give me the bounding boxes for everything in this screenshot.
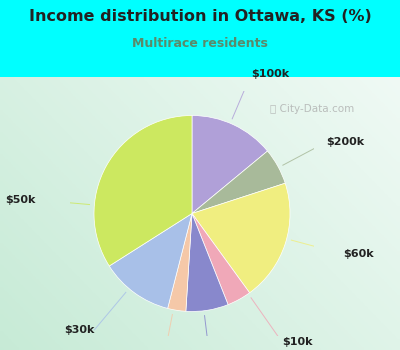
Text: $10k: $10k: [282, 337, 312, 347]
Text: Multirace residents: Multirace residents: [132, 37, 268, 50]
Wedge shape: [192, 183, 290, 293]
Wedge shape: [186, 214, 228, 312]
Wedge shape: [192, 214, 250, 304]
Wedge shape: [109, 214, 192, 308]
Text: $30k: $30k: [64, 325, 94, 335]
Text: $50k: $50k: [6, 195, 36, 205]
Wedge shape: [168, 214, 192, 311]
Wedge shape: [192, 151, 285, 214]
Text: ⓘ City-Data.com: ⓘ City-Data.com: [270, 104, 354, 114]
Text: $60k: $60k: [344, 249, 374, 259]
Text: $100k: $100k: [251, 69, 290, 79]
Wedge shape: [192, 116, 268, 214]
Text: Income distribution in Ottawa, KS (%): Income distribution in Ottawa, KS (%): [29, 9, 371, 24]
Text: $200k: $200k: [326, 137, 364, 147]
Wedge shape: [94, 116, 192, 266]
